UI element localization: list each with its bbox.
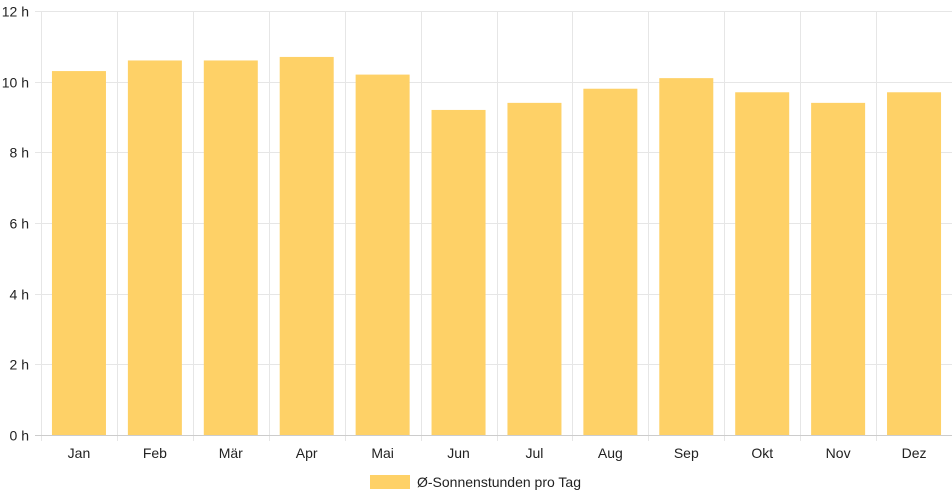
y-tick-label: 2 h bbox=[10, 357, 29, 373]
x-tick-label: Jul bbox=[526, 445, 544, 461]
x-tick-label: Dez bbox=[902, 445, 927, 461]
bar-jun[interactable] bbox=[431, 109, 486, 435]
x-axis-ticks: Jan Feb Mär Apr Mai Jun Jul Aug Sep Okt Nov Dez bbox=[68, 445, 927, 461]
bar-jan[interactable] bbox=[51, 71, 106, 436]
bar-dez[interactable] bbox=[887, 92, 942, 436]
y-tick-label: 0 h bbox=[10, 428, 29, 444]
x-tick-label: Nov bbox=[826, 445, 851, 461]
legend-swatch bbox=[370, 475, 410, 489]
legend[interactable]: Ø-Sonnenstunden pro Tag bbox=[370, 474, 581, 490]
bar-nov[interactable] bbox=[811, 102, 866, 435]
x-tick-label: Okt bbox=[751, 445, 773, 461]
bar-feb[interactable] bbox=[127, 60, 182, 435]
x-tick-label: Mär bbox=[219, 445, 243, 461]
x-tick-label: Feb bbox=[143, 445, 167, 461]
bar-jul[interactable] bbox=[507, 102, 562, 435]
grid-lines bbox=[35, 11, 952, 441]
x-tick-label: Sep bbox=[674, 445, 699, 461]
bar-mai[interactable] bbox=[355, 74, 410, 435]
x-tick-label: Aug bbox=[598, 445, 623, 461]
y-tick-label: 8 h bbox=[10, 145, 29, 161]
bar-series bbox=[51, 56, 942, 436]
bar-apr[interactable] bbox=[279, 56, 334, 435]
bar-aug[interactable] bbox=[583, 88, 638, 435]
bar-okt[interactable] bbox=[735, 92, 790, 436]
legend-label: Ø-Sonnenstunden pro Tag bbox=[417, 474, 581, 490]
y-axis-ticks: 0 h 2 h 4 h 6 h 8 h 10 h 12 h bbox=[2, 4, 29, 444]
x-tick-label: Mai bbox=[371, 445, 394, 461]
x-tick-label: Jan bbox=[68, 445, 91, 461]
y-tick-label: 4 h bbox=[10, 287, 29, 303]
bar-mär[interactable] bbox=[203, 60, 258, 435]
y-tick-label: 12 h bbox=[2, 4, 29, 20]
y-tick-label: 10 h bbox=[2, 75, 29, 91]
bar-sep[interactable] bbox=[659, 78, 714, 435]
x-tick-label: Jun bbox=[447, 445, 470, 461]
x-tick-label: Apr bbox=[296, 445, 318, 461]
y-tick-label: 6 h bbox=[10, 216, 29, 232]
